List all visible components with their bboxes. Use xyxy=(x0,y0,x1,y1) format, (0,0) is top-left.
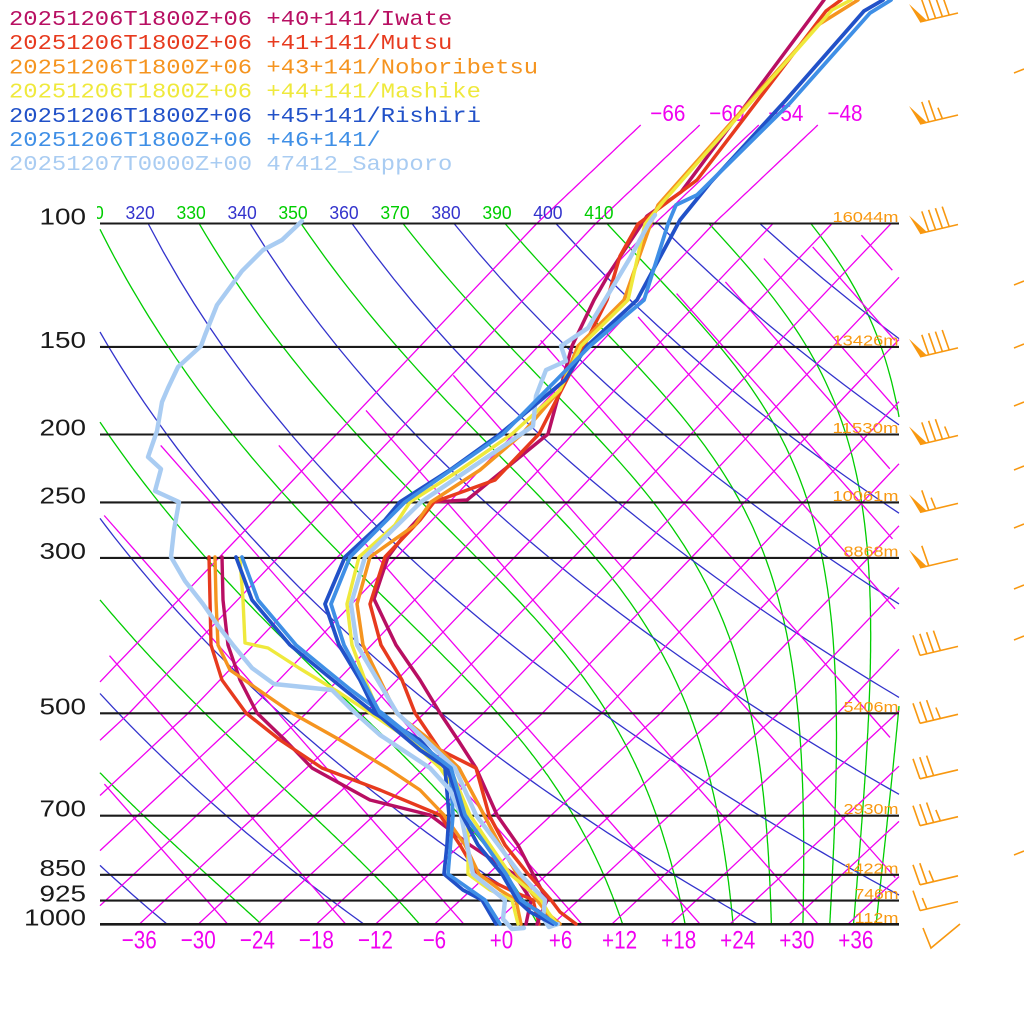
svg-text:20251206T1800Z+06 +45+141/Rish: 20251206T1800Z+06 +45+141/Rishiri xyxy=(9,106,481,129)
svg-text:925: 925 xyxy=(40,881,87,907)
svg-text:150: 150 xyxy=(40,327,87,353)
svg-text:10061m: 10061m xyxy=(833,488,899,505)
svg-text:8868m: 8868m xyxy=(844,543,899,560)
svg-text:16044m: 16044m xyxy=(833,209,899,226)
svg-text:+36: +36 xyxy=(838,927,873,955)
svg-text:−48: −48 xyxy=(827,100,862,126)
svg-text:340: 340 xyxy=(227,203,256,223)
svg-text:1422m: 1422m xyxy=(844,860,899,877)
svg-text:+0: +0 xyxy=(490,927,513,955)
svg-text:700: 700 xyxy=(40,796,87,822)
svg-text:250: 250 xyxy=(40,482,87,508)
svg-text:410: 410 xyxy=(584,203,613,223)
svg-text:−24: −24 xyxy=(240,927,275,955)
svg-text:360: 360 xyxy=(329,203,358,223)
svg-text:500: 500 xyxy=(40,693,87,719)
svg-text:20251207T0000Z+00 47412_Sappor: 20251207T0000Z+00 47412_Sapporo xyxy=(9,154,452,177)
svg-text:−18: −18 xyxy=(299,927,334,955)
svg-text:390: 390 xyxy=(482,203,511,223)
svg-text:380: 380 xyxy=(431,203,460,223)
svg-text:11530m: 11530m xyxy=(833,420,899,437)
svg-text:5406m: 5406m xyxy=(844,699,899,716)
svg-text:13426m: 13426m xyxy=(833,332,899,349)
svg-text:330: 330 xyxy=(176,203,205,223)
svg-text:+30: +30 xyxy=(779,927,814,955)
svg-text:20251206T1800Z+06 +46+141/: 20251206T1800Z+06 +46+141/ xyxy=(9,130,381,153)
svg-text:850: 850 xyxy=(40,855,87,881)
svg-text:20251206T1800Z+06 +44+141/Mash: 20251206T1800Z+06 +44+141/Mashike xyxy=(9,82,481,105)
svg-text:+24: +24 xyxy=(720,927,755,955)
svg-text:+12: +12 xyxy=(602,927,637,955)
svg-text:20251206T1800Z+06 +40+141/Iwat: 20251206T1800Z+06 +40+141/Iwate xyxy=(9,9,452,32)
svg-text:20251206T1800Z+06 +43+141/Nobo: 20251206T1800Z+06 +43+141/Noboribetsu xyxy=(9,57,538,80)
svg-text:1000: 1000 xyxy=(24,904,86,930)
svg-text:−66: −66 xyxy=(650,100,685,126)
svg-text:−30: −30 xyxy=(181,927,216,955)
svg-text:−12: −12 xyxy=(358,927,393,955)
svg-text:20251206T1800Z+06 +41+141/Muts: 20251206T1800Z+06 +41+141/Mutsu xyxy=(9,33,452,56)
svg-text:2930m: 2930m xyxy=(844,801,899,818)
svg-text:300: 300 xyxy=(40,538,87,564)
svg-text:+6: +6 xyxy=(549,927,572,955)
svg-text:370: 370 xyxy=(380,203,409,223)
svg-text:112m: 112m xyxy=(855,910,899,927)
svg-text:320: 320 xyxy=(125,203,154,223)
svg-text:746m: 746m xyxy=(855,886,899,903)
svg-text:400: 400 xyxy=(533,203,562,223)
svg-text:−36: −36 xyxy=(122,927,157,955)
svg-text:−6: −6 xyxy=(423,927,446,955)
svg-text:100: 100 xyxy=(40,204,87,230)
svg-text:310: 310 xyxy=(74,203,103,223)
svg-text:200: 200 xyxy=(40,415,87,441)
svg-text:+18: +18 xyxy=(661,927,696,955)
svg-text:350: 350 xyxy=(278,203,307,223)
